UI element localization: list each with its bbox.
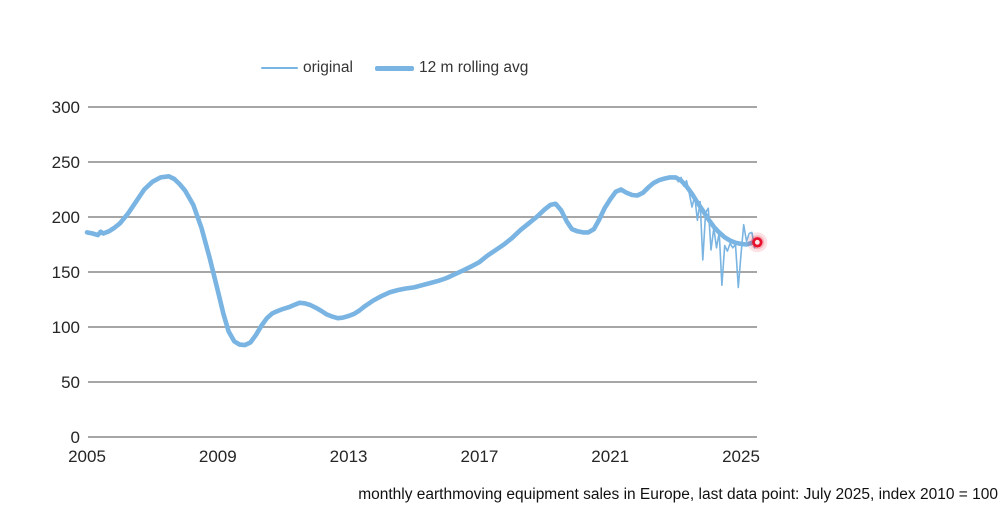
y-tick-label: 0 (71, 428, 80, 447)
y-tick-label: 200 (52, 208, 80, 227)
y-tick-label: 150 (52, 263, 80, 282)
legend-item-rolling-avg: 12 m rolling avg (374, 59, 529, 77)
x-axis-labels: 2005 2009 2013 2017 2021 2025 (68, 447, 760, 466)
y-tick-label: 300 (52, 98, 80, 117)
legend-thin-line-swatch (261, 67, 298, 69)
x-tick-label: 2009 (199, 447, 237, 466)
x-tick-label: 2017 (460, 447, 498, 466)
x-tick-label: 2005 (68, 447, 106, 466)
y-tick-label: 250 (52, 153, 80, 172)
gridlines (88, 106, 757, 438)
y-tick-label: 50 (61, 373, 80, 392)
chart-caption: monthly earthmoving equipment sales in E… (358, 486, 998, 503)
legend-label-rolling-avg: 12 m rolling avg (418, 59, 529, 76)
legend-item-original: original (261, 59, 353, 77)
chart-legend: original 12 m rolling avg (261, 59, 528, 77)
x-tick-label: 2013 (330, 447, 368, 466)
y-axis-labels: 0 50 100 150 200 250 300 (52, 98, 80, 447)
x-tick-label: 2025 (722, 447, 760, 466)
x-tick-label: 2021 (591, 447, 629, 466)
series-line-original (86, 175, 759, 346)
y-tick-label: 100 (52, 318, 80, 337)
last-data-point-marker (747, 232, 768, 253)
legend-thick-line-swatch (374, 65, 414, 71)
legend-label-original: original (303, 59, 353, 76)
series-line-12-m-rolling-avg (84, 174, 760, 348)
